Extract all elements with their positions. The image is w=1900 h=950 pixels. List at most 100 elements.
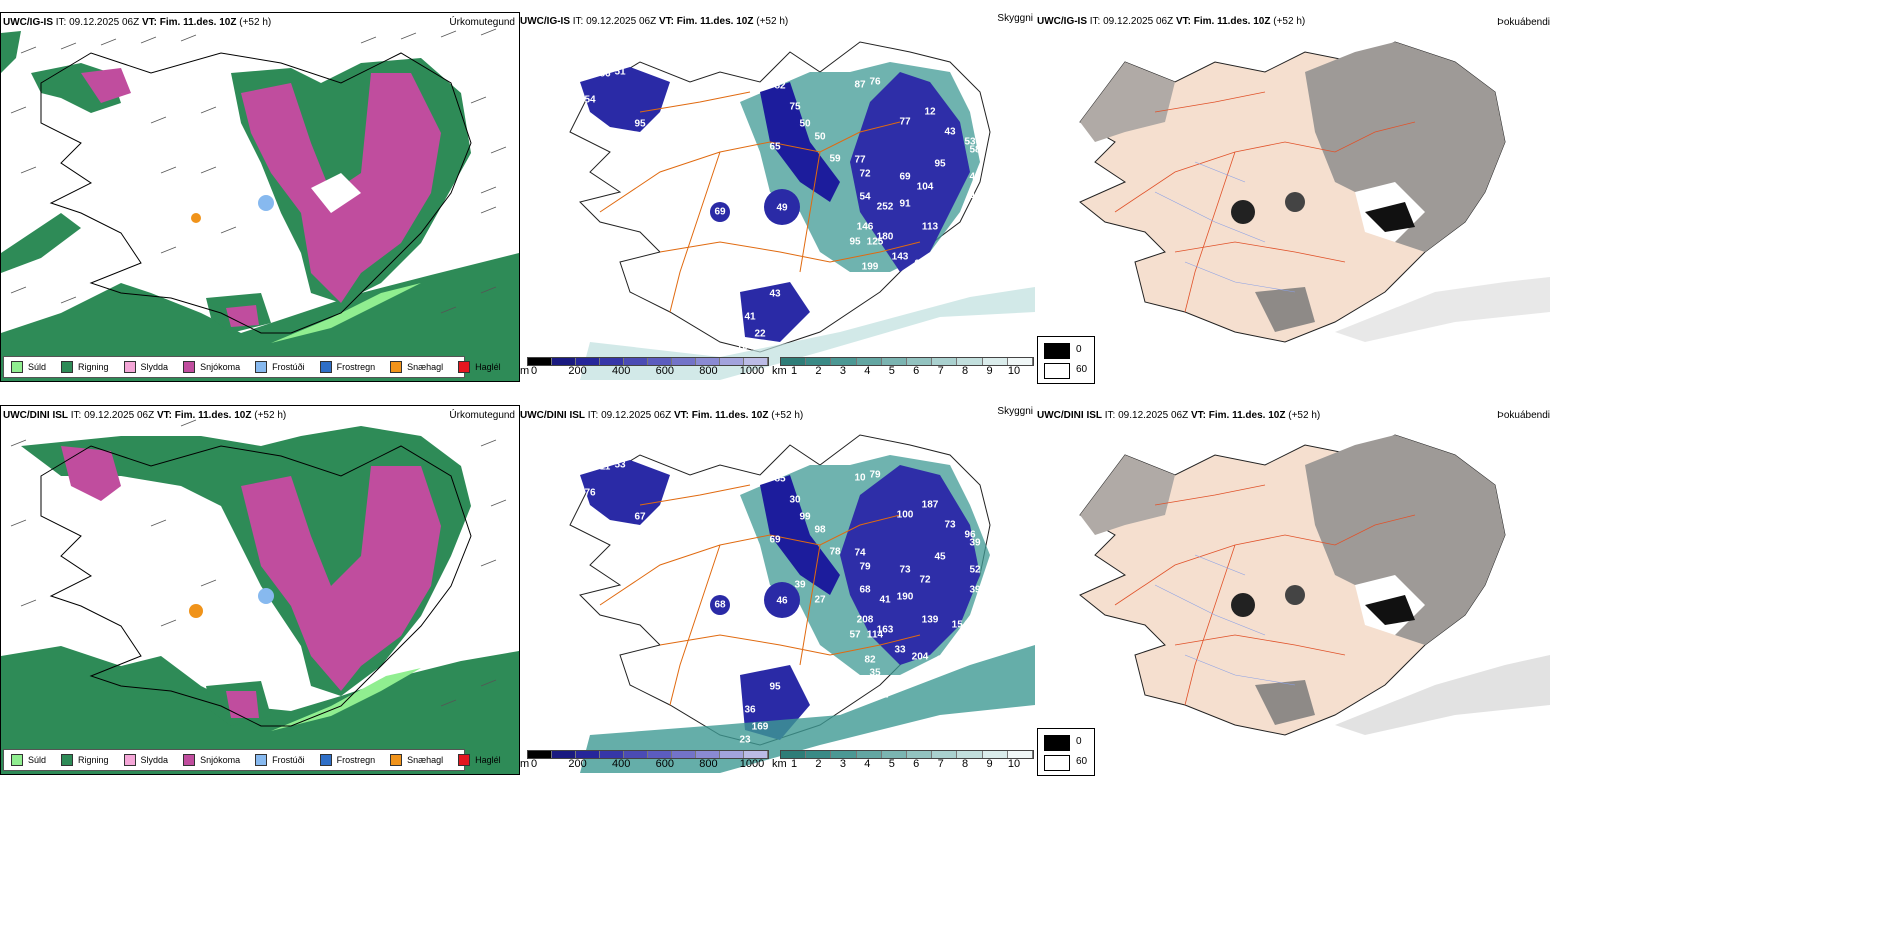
visibility-value-label: 76	[869, 76, 881, 88]
fog-swatch-white	[1044, 363, 1070, 379]
fog-map-bottom	[1079, 434, 1550, 736]
visibility-value-label: 139	[921, 614, 939, 626]
visibility-km-colorbar: km 1 2 3 4 5 6 7 8 9 10	[772, 357, 1035, 380]
panel-title: UWC/IG-IS IT: 09.12.2025 06Z VT: Fim. 11…	[520, 16, 789, 27]
colorbar-tick-label: 7	[937, 758, 944, 770]
visibility-value-label: 53	[964, 136, 976, 148]
visibility-value-label: 22	[754, 328, 766, 340]
colorbar-tick-label: 3	[839, 758, 846, 770]
colorbar-tick-label: 5	[888, 365, 895, 377]
colorbar-tick-label: 800	[699, 365, 718, 377]
visibility-value-label: 43	[944, 126, 956, 138]
colorbar-tick-label: 9	[986, 365, 993, 377]
visibility-value-label: 79	[664, 489, 676, 501]
precip-legend-swatch	[183, 361, 196, 373]
visibility-value-label: 65	[769, 141, 781, 153]
precip-legend-swatch	[458, 754, 471, 766]
visibility-value-label: 50	[814, 131, 826, 143]
visibility-value-label: 208	[856, 614, 874, 626]
visibility-value-label: 95	[934, 158, 946, 170]
precip-legend-label: Snjókoma	[200, 755, 241, 765]
precip-legend-label: Frostregn	[336, 362, 376, 372]
colorbar-tick-label: 600	[655, 758, 674, 770]
visibility-value-label: 98	[814, 524, 826, 536]
colorbar-tick-label: 8	[962, 758, 969, 770]
visibility-map-bottom	[569, 434, 1035, 773]
precip-legend-label: Snæhagl	[407, 362, 444, 372]
visibility-value-label: 54	[859, 191, 871, 203]
visibility-value-label: 12	[924, 106, 936, 118]
visibility-value-label: 79	[869, 469, 881, 481]
visibility-value-label: 180	[876, 231, 894, 243]
colorbar-tick-label: 400	[612, 365, 631, 377]
colorbar-unit: km	[772, 365, 787, 377]
visibility-value-label: 52	[969, 564, 981, 576]
fog-legend-bottom: 0 60	[1037, 728, 1095, 776]
visibility-value-label: 99	[799, 511, 811, 523]
visibility-value-label: 43	[969, 191, 981, 203]
precip-legend-item: Frostúði	[255, 361, 305, 373]
colorbar-tick-label: 6	[913, 365, 920, 377]
panel-title: UWC/DINI ISL IT: 09.12.2025 06Z VT: Fim.…	[520, 410, 804, 421]
visibility-value-label: 95	[769, 681, 781, 693]
precip-legend-swatch	[255, 361, 268, 373]
visibility-value-label: 95	[849, 236, 861, 248]
precip-legend-item: Súld	[11, 754, 46, 766]
precip-legend-label: Snæhagl	[407, 755, 444, 765]
fog-swatch-black	[1044, 343, 1070, 359]
colorbar-tick-label: 800	[699, 758, 718, 770]
precip-legend-swatch	[11, 754, 23, 766]
visibility-value-label: 204	[911, 651, 929, 663]
colorbar-tick-label: 400	[612, 758, 631, 770]
visibility-value-label: 77	[899, 116, 911, 128]
colorbar-tick-label: 600	[655, 365, 674, 377]
visibility-value-label: 35	[869, 667, 881, 679]
precip-legend-item: Snjókoma	[183, 754, 240, 766]
colorbar-tick-label: 2	[815, 758, 822, 770]
visibility-value-label: 30	[789, 494, 801, 506]
visibility-value-label: 190	[896, 591, 914, 603]
precip-legend-swatch	[319, 361, 332, 373]
colorbar-tick-label: 7	[937, 365, 944, 377]
precip-legend-label: Súld	[28, 362, 47, 372]
precip-legend-item: Snæhagl	[390, 361, 443, 373]
visibility-value-label: 53	[614, 459, 626, 471]
colorbar-unit: m	[520, 365, 530, 377]
fog-legend-label: 0	[1076, 344, 1082, 355]
visibility-value-label: 54	[584, 94, 596, 106]
visibility-value-label: 94	[914, 258, 926, 270]
fog-panel-top: Þokuábendi	[1035, 12, 1550, 380]
precip-map-top	[1, 13, 519, 381]
visibility-value-label: 68	[714, 599, 726, 611]
panel-title: UWC/IG-IS IT: 09.12.2025 06Z VT: Fim. 11…	[3, 17, 272, 28]
fog-panel-bottom: Þokuábendi	[1035, 405, 1550, 773]
precip-type-panel-bottom: UWC/DINI ISL IT: 09.12.2025 06Z VT: Fim.…	[0, 405, 520, 775]
visibility-value-label: 47	[954, 226, 966, 238]
visibility-value-label: 73	[899, 564, 911, 576]
visibility-value-label: 90	[664, 96, 676, 108]
visibility-value-label: 46	[776, 595, 788, 607]
visibility-value-label: 169	[751, 721, 769, 733]
precip-legend-label: Rigning	[78, 755, 109, 765]
visibility-value-label: 73	[944, 519, 956, 531]
visibility-value-label: 194	[866, 274, 884, 286]
precip-legend-swatch	[61, 754, 74, 766]
visibility-value-label: 49	[776, 202, 788, 214]
fog-swatch-black	[1044, 735, 1070, 751]
visibility-value-label: 39	[969, 537, 981, 549]
panel-name: Þokuábendi	[1497, 410, 1550, 421]
precip-legend-item: Frostregn	[319, 361, 376, 373]
precip-type-legend: Súld Rigning Slydda Snjókoma Frostúði Frostre…	[3, 356, 501, 378]
fog-legend-label: 60	[1076, 364, 1088, 375]
visibility-value-label: 51	[614, 66, 626, 78]
precip-legend-item: Slydda	[123, 361, 168, 373]
visibility-value-label: 74	[854, 547, 866, 559]
visibility-value-label: 85	[774, 473, 786, 485]
colorbar-tick-label: 4	[864, 758, 871, 770]
visibility-value-label: 114	[866, 629, 884, 641]
visibility-value-label: 23	[739, 734, 751, 746]
panel-title: UWC/IG-IS IT: 09.12.2025 06Z VT: Fim. 11…	[1037, 16, 1306, 27]
colorbar-tick-label: 10	[1007, 365, 1021, 377]
visibility-km-colorbar: km 1 2 3 4 5 6 7 8 9 10	[772, 750, 1035, 773]
visibility-value-label: 27	[814, 594, 826, 606]
